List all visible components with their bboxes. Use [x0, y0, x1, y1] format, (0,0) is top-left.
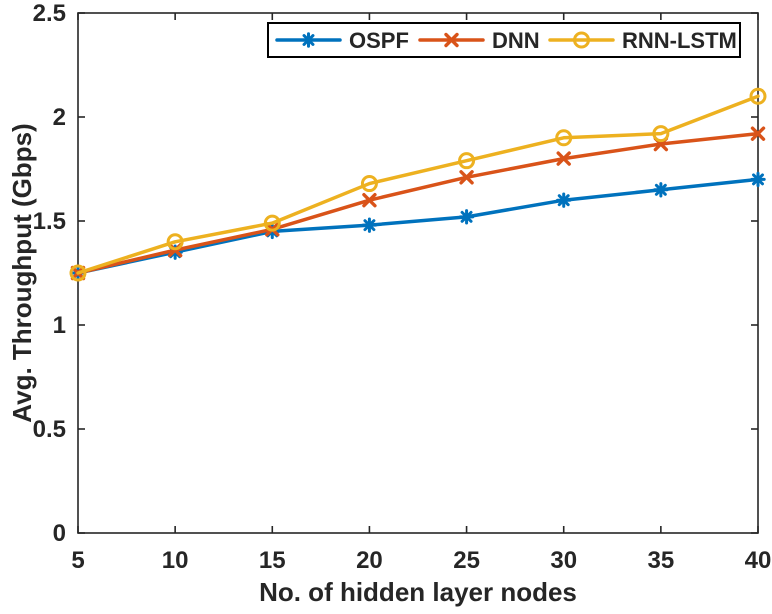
x-tick-label: 10 — [162, 547, 189, 574]
y-tick-label: 1 — [53, 312, 66, 339]
x-tick-label: 15 — [259, 547, 286, 574]
legend-label-rnn-lstm: RNN-LSTM — [622, 28, 737, 53]
legend-item-ospf: OSPF — [275, 28, 409, 53]
x-tick-label: 30 — [550, 547, 577, 574]
x-tick-label: 25 — [453, 547, 480, 574]
x-tick-label: 5 — [71, 547, 84, 574]
y-tick-label: 0.5 — [33, 416, 66, 443]
y-tick-label: 0 — [53, 520, 66, 547]
y-tick-label: 1.5 — [33, 208, 66, 235]
x-tick-label: 20 — [356, 547, 383, 574]
legend-item-dnn: DNN — [418, 28, 540, 53]
y-axis-label: Avg. Throughput (Gbps) — [7, 123, 37, 422]
x-axis-label: No. of hidden layer nodes — [259, 577, 577, 607]
legend-label-ospf: OSPF — [349, 28, 409, 53]
x-tick-label: 35 — [648, 547, 675, 574]
legend-label-dnn: DNN — [492, 28, 540, 53]
legend: OSPF DNN RNN-LSTM — [267, 22, 741, 58]
axis-ticks — [77, 12, 759, 534]
legend-box — [267, 22, 741, 58]
y-tick-label: 2.5 — [33, 0, 66, 27]
plot-area: 5 10 15 20 25 30 35 40 0 0.5 1 1.5 2 2.5 — [33, 0, 772, 574]
axes-box — [77, 12, 759, 534]
legend-item-rnn-lstm: RNN-LSTM — [548, 28, 737, 53]
x-tick-label: 40 — [745, 547, 772, 574]
series-rnn-lstm — [69, 87, 767, 282]
y-tick-label: 2 — [53, 104, 66, 131]
